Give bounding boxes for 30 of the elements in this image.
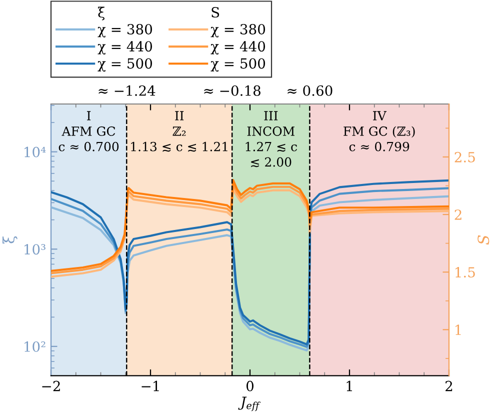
legend-label: χ = 380	[98, 24, 152, 38]
legend-label: χ = 440	[210, 41, 266, 54]
y2-axis-title: S	[478, 235, 490, 245]
ref-line-label: ≈ −0.18	[204, 85, 260, 96]
ref-line-label: ≈ 0.60	[288, 85, 332, 96]
band-label: III INCOM 1.27 ≲ c ≲ 2.00	[246, 111, 297, 168]
y2-tick-label: 2.5	[454, 152, 475, 162]
y-axis-title: ξ	[2, 236, 18, 244]
y-tick-label: 10³	[24, 244, 46, 255]
x-tick-label: 1	[346, 380, 352, 392]
y2-tick-label: 2	[454, 209, 462, 220]
legend-label: χ = 500	[210, 58, 266, 72]
y2-tick-label: 1.5	[456, 267, 475, 278]
text: S	[212, 7, 220, 18]
y-tick-label: 10⁴	[24, 146, 46, 158]
x-tick-label: −1	[142, 380, 159, 392]
legend-label: χ = 500	[98, 58, 152, 72]
y2-tick-label: 1	[456, 324, 461, 335]
text: ξ	[98, 6, 104, 20]
y-tick-label: 10²	[24, 341, 46, 352]
x-tick-label: −2	[42, 380, 60, 392]
band-label: IV FM GC (ℤ₃) c ≈ 0.799	[344, 111, 415, 152]
band-label: II ℤ₂ 1.13 ≲ c ≲ 1.21	[131, 111, 228, 152]
legend-label: χ = 440	[98, 41, 152, 54]
x-tick-label: 2	[446, 380, 452, 392]
x-axis-title: J$_{eff}$	[238, 396, 261, 412]
band-label: I AFM GC c ≈ 0.700	[58, 111, 119, 152]
x-tick-label: 0	[246, 380, 254, 392]
ref-line-label: ≈ −1.24	[98, 85, 156, 96]
legend-label: χ = 380	[210, 24, 266, 38]
